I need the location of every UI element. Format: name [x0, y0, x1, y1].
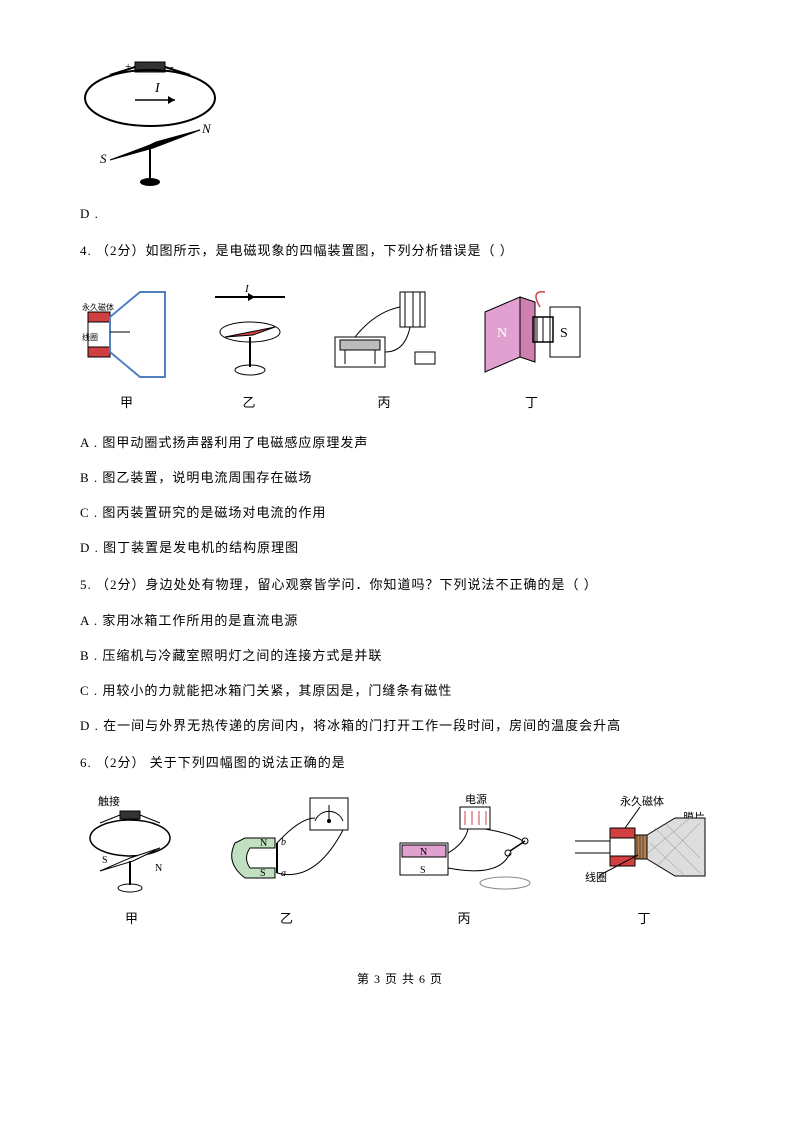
q4-option-d: D . 图丁装置是发电机的结构原理图	[80, 538, 720, 559]
q6-diagram-ding: 永久磁体 膜片 线圈	[570, 793, 720, 903]
q3-option-d-diagram: + - I N S	[80, 60, 240, 190]
q5-text: 5. （2分）身边处处有物理，留心观察皆学问．你知道吗？下列说法不正确的是（ ）	[80, 575, 720, 596]
page-footer: 第 3 页 共 6 页	[80, 970, 720, 989]
q5-option-b: B . 压缩机与冷藏室照明灯之间的连接方式是并联	[80, 646, 720, 667]
svg-text:N: N	[155, 863, 162, 874]
svg-text:S: S	[560, 326, 568, 341]
svg-text:永久磁体: 永久磁体	[620, 794, 664, 808]
q3-option-d-label: D .	[80, 204, 720, 225]
svg-text:I: I	[154, 81, 161, 96]
q6-diagram-yi: N S b a	[215, 793, 360, 903]
q4-diagram-bing	[325, 282, 445, 387]
q6-label-jia: 甲	[125, 909, 140, 930]
svg-text:N: N	[420, 847, 427, 858]
q5-option-a: A . 家用冰箱工作所用的是直流电源	[80, 611, 720, 632]
svg-text:N: N	[201, 121, 212, 136]
q4-text: 4. （2分）如图所示，是电磁现象的四幅装置图，下列分析错误是（ ）	[80, 241, 720, 262]
svg-text:a: a	[281, 868, 286, 879]
q4-label-yi: 乙	[242, 393, 257, 414]
svg-text:S: S	[100, 151, 107, 166]
svg-text:S: S	[102, 855, 108, 866]
q5-option-d: D . 在一间与外界无热传递的房间内，将冰箱的门打开工作一段时间，房间的温度会升…	[80, 716, 720, 737]
svg-text:N: N	[497, 326, 507, 341]
svg-text:电源: 电源	[465, 793, 487, 806]
q4-option-a: A . 图甲动圈式扬声器利用了电磁感应原理发声	[80, 433, 720, 454]
svg-text:I: I	[244, 283, 250, 295]
q4-diagrams: 永久磁体 线圈 甲 I 乙 丙	[80, 282, 720, 414]
svg-text:永久磁体: 永久磁体	[82, 302, 114, 312]
q6-text: 6. （2分） 关于下列四幅图的说法正确的是	[80, 753, 720, 774]
q4-diagram-jia: 永久磁体 线圈	[80, 282, 175, 387]
q6-diagram-jia: 触接 N S	[80, 793, 185, 903]
svg-text:S: S	[420, 865, 426, 876]
q6-diagram-bing: 电源 N S	[390, 793, 540, 903]
q6-label-ding: 丁	[637, 909, 652, 930]
q6-label-bing: 丙	[457, 909, 472, 930]
q4-label-jia: 甲	[120, 393, 135, 414]
svg-text:触接: 触接	[98, 794, 120, 808]
q4-option-c: C . 图丙装置研究的是磁场对电流的作用	[80, 503, 720, 524]
q6-label-yi: 乙	[280, 909, 295, 930]
q5-option-c: C . 用较小的力就能把冰箱门关紧，其原因是，门缝条有磁性	[80, 681, 720, 702]
q4-diagram-ding: N S	[475, 282, 590, 387]
q4-label-bing: 丙	[377, 393, 392, 414]
q4-label-ding: 丁	[525, 393, 540, 414]
svg-text:S: S	[260, 868, 266, 879]
q6-diagrams: 触接 N S 甲 N S b a	[80, 793, 720, 930]
svg-text:N: N	[260, 838, 267, 849]
q4-diagram-yi: I	[205, 282, 295, 387]
q4-option-b: B . 图乙装置，说明电流周围存在磁场	[80, 468, 720, 489]
svg-text:线圈: 线圈	[82, 332, 98, 342]
svg-text:线圈: 线圈	[585, 870, 607, 884]
